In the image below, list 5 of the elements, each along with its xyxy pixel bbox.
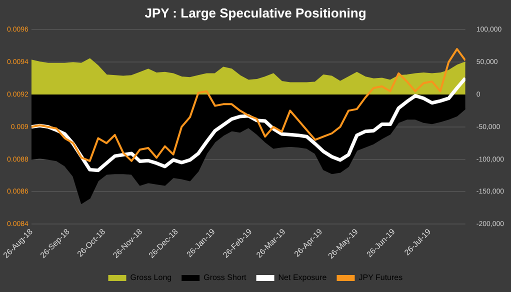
chart-title: JPY : Large Speculative Positioning: [144, 5, 366, 20]
legend-label: JPY Futures: [358, 273, 403, 282]
legend-label: Gross Short: [204, 273, 248, 282]
legend-label: Net Exposure: [278, 273, 328, 282]
legend-label: Gross Long: [130, 273, 172, 282]
